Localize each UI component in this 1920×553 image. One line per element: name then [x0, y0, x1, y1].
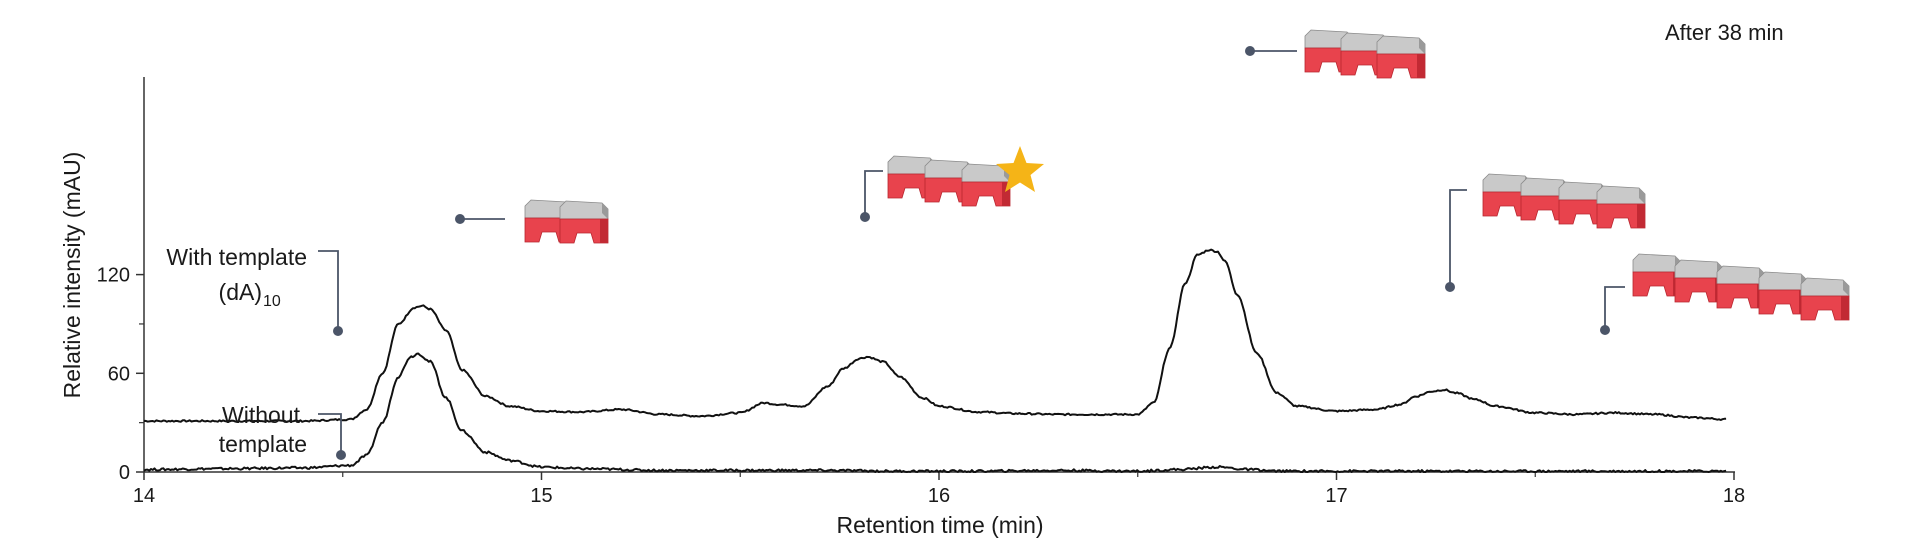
trimer-leader: [864, 170, 883, 216]
with-template-label: With template: [166, 244, 307, 270]
x-axis-label: Retention time (min): [836, 512, 1043, 538]
y-tick-label: 120: [97, 265, 130, 287]
x-tick-label: 18: [1723, 485, 1745, 507]
without-template-label: Without: [222, 402, 301, 428]
x-tick-label: 17: [1325, 485, 1347, 507]
oligomer-unit-icon: [559, 200, 609, 244]
pentamer-leader-dot: [1445, 282, 1455, 292]
oligomer-unit-icon: [961, 163, 1011, 207]
without-template-leader-dot: [336, 450, 346, 460]
star-icon: [996, 146, 1044, 192]
series-line: [143, 352, 1727, 473]
with-template-leader: [318, 250, 339, 330]
trimer-leader-dot: [860, 212, 870, 222]
with-template-sub-index: 10: [263, 293, 281, 310]
x-tick-label: 15: [530, 485, 552, 507]
axis-ticks: 14 15 16 17 18 0 60 120: [97, 265, 1746, 507]
tetramer-leader-dot: [1245, 46, 1255, 56]
oligomer-unit-icon: [1674, 259, 1724, 303]
with-template-sub-label: (dA): [219, 279, 262, 305]
series-line: [143, 248, 1727, 423]
oligomer-unit-icon: [1800, 277, 1850, 321]
y-axis-label: Relative intensity (mAU): [59, 152, 85, 399]
series-group: [143, 248, 1727, 473]
x-tick-label: 14: [133, 485, 155, 507]
x-tick-label: 16: [928, 485, 950, 507]
dimer-leader-dot: [455, 214, 465, 224]
without-template-sub-label: template: [219, 431, 307, 457]
pentamer-leader: [1449, 189, 1467, 286]
y-tick-label: 60: [108, 363, 130, 385]
oligomer-unit-icon: [1632, 253, 1682, 297]
oligomer-unit-icon: [1758, 271, 1808, 315]
y-tick-label: 0: [119, 462, 130, 484]
hexamer-leader: [1604, 286, 1625, 329]
hexamer-leader-dot: [1600, 325, 1610, 335]
oligomer-unit-icon: [1716, 265, 1766, 309]
oligomer-blocks: [524, 29, 1850, 321]
without-template-leader: [318, 413, 342, 452]
oligomer-unit-icon: [1376, 35, 1426, 79]
oligomer-unit-icon: [1596, 185, 1646, 229]
chart-title: After 38 min: [1665, 20, 1784, 45]
with-template-leader-dot: [333, 326, 343, 336]
